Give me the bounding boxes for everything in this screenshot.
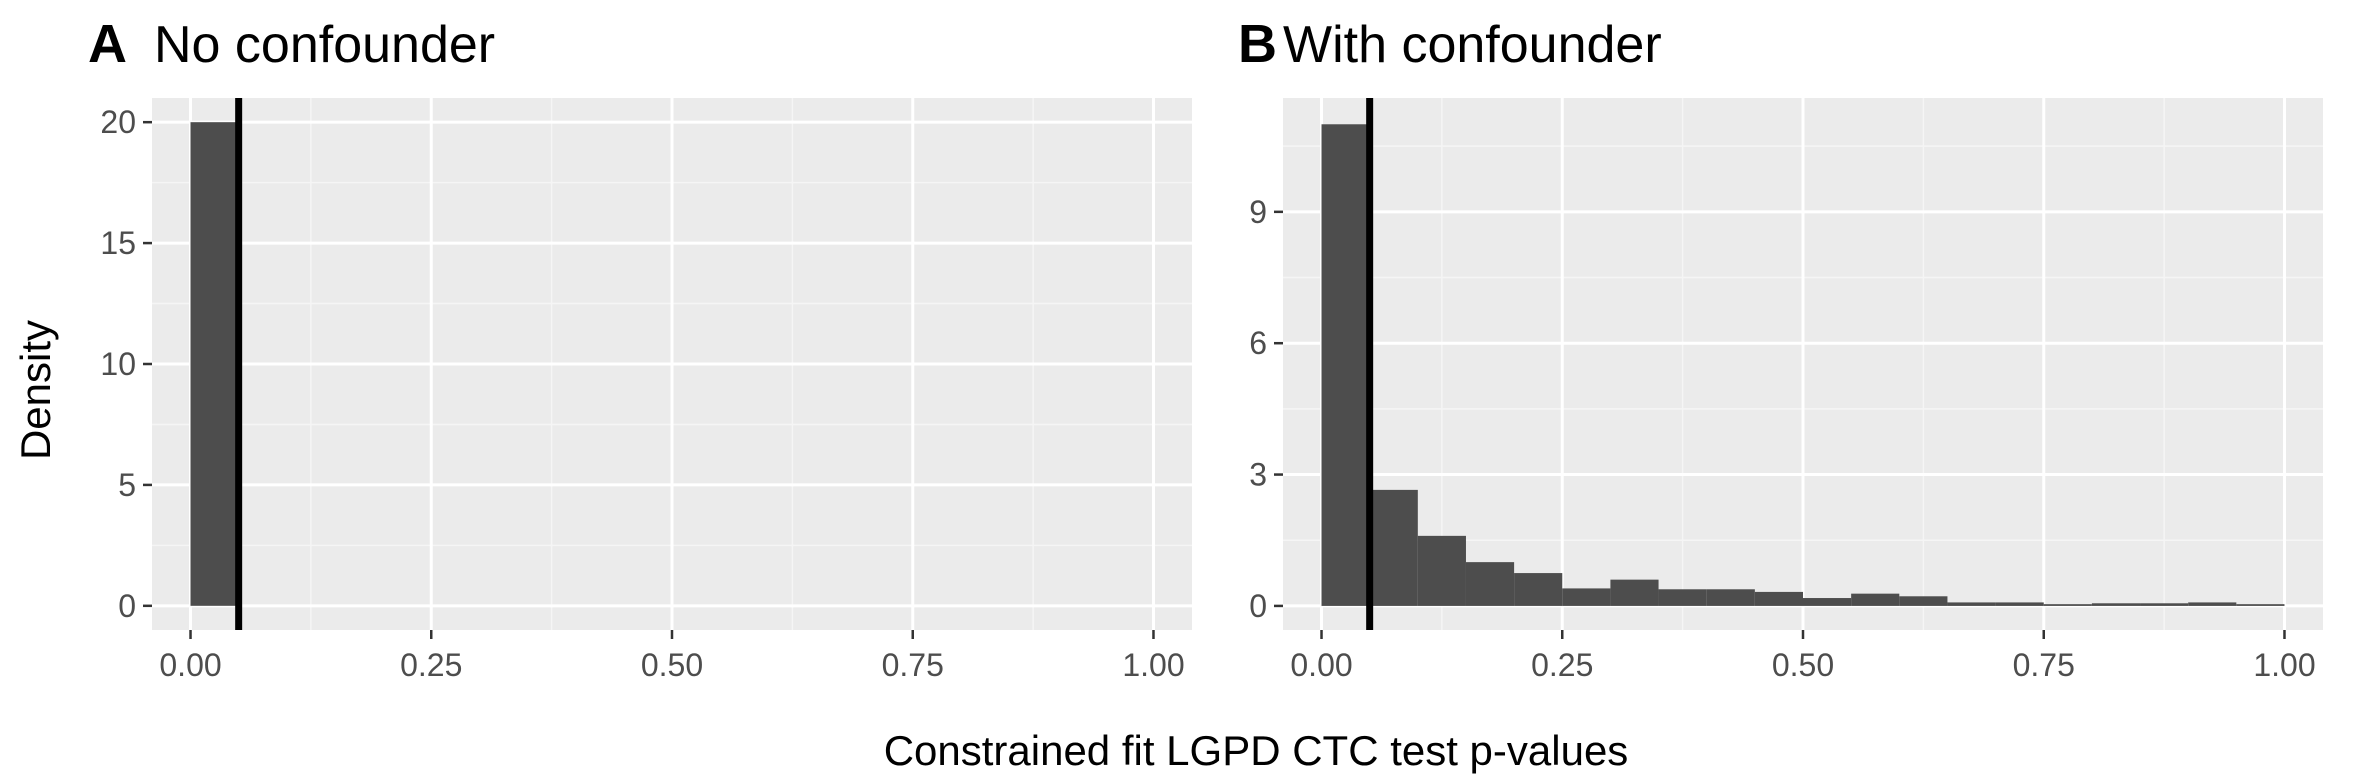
histogram-bar xyxy=(1851,593,1900,606)
panel-b: 0.00 0.25 0.50 0.75 1.00 0 3 6 9 B With confounder xyxy=(1238,14,2323,683)
panel-title: No confounder xyxy=(154,16,495,74)
panel-tag: A xyxy=(88,14,127,74)
histogram-bar xyxy=(2236,604,2285,606)
x-tick-label: 1.00 xyxy=(2253,647,2315,683)
histogram-bar xyxy=(1514,573,1563,606)
histogram-bar xyxy=(1706,589,1755,606)
x-tick-label: 0.25 xyxy=(400,647,462,683)
x-axis-title: Constrained fit LGPD CTC test p-values xyxy=(884,727,1629,774)
y-axis-title: Density xyxy=(12,320,59,460)
y-tick-label: 0 xyxy=(118,588,136,624)
x-tick-label: 0.75 xyxy=(882,647,944,683)
x-tick-label: 0.75 xyxy=(2013,647,2075,683)
x-tick-label: 0.00 xyxy=(159,647,221,683)
x-tick-label: 0.50 xyxy=(1772,647,1834,683)
histogram-bar xyxy=(1947,602,1996,606)
y-tick-label: 0 xyxy=(1249,588,1267,624)
histogram-bar xyxy=(2091,603,2141,606)
histogram-bar xyxy=(1899,596,1948,606)
y-tick-label: 6 xyxy=(1249,325,1267,361)
histogram-bar xyxy=(1754,591,1803,606)
histogram-bar xyxy=(190,122,239,606)
histogram-bar xyxy=(1417,535,1466,606)
histogram-bar xyxy=(1465,562,1515,606)
histogram-bar xyxy=(1803,598,1852,606)
histogram-bar xyxy=(2140,603,2189,606)
y-tick-label: 3 xyxy=(1249,457,1267,493)
histogram-bar xyxy=(1995,602,2044,606)
histogram-bar xyxy=(2043,604,2092,606)
y-tick-label: 20 xyxy=(100,104,136,140)
panel-tag: B xyxy=(1238,14,1277,74)
panel-a: 0.00 0.25 0.50 0.75 1.00 0 5 10 15 20 A No confound… xyxy=(88,14,1192,683)
x-tick-label: 1.00 xyxy=(1122,647,1184,683)
x-tick-label: 0.00 xyxy=(1290,647,1352,683)
histogram-bar xyxy=(1562,588,1611,606)
histogram-bar xyxy=(1321,124,1370,606)
panel-title: With confounder xyxy=(1283,16,1662,74)
x-tick-label: 0.50 xyxy=(641,647,703,683)
y-tick-label: 5 xyxy=(118,467,136,503)
x-tick-label: 0.25 xyxy=(1531,647,1593,683)
y-tick-label: 9 xyxy=(1249,194,1267,230)
y-tick-label: 10 xyxy=(100,346,136,382)
y-tick-label: 15 xyxy=(100,225,136,261)
histogram-bar xyxy=(1610,579,1659,606)
histogram-bar xyxy=(2188,602,2237,606)
histogram-bar xyxy=(1369,489,1418,606)
histogram-bar xyxy=(1658,589,1707,606)
